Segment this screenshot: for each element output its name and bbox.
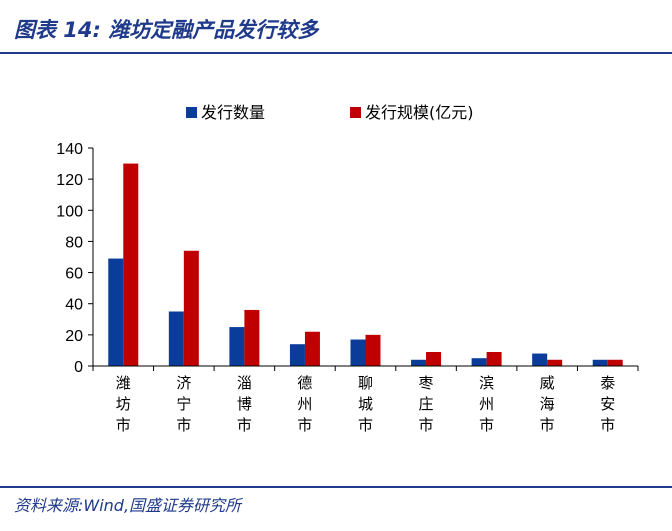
legend-label-发行规模-亿元-: 发行规模(亿元) (365, 103, 474, 122)
legend-swatch-发行规模-亿元- (350, 107, 361, 118)
bar-泰安市-发行规模-亿元- (607, 359, 623, 366)
x-axis: 潍坊市 济宁市 淄博市 德州市 聊城市 枣庄市 滨州市 威海市 泰安市 (92, 365, 639, 434)
bar-济宁市-发行数量 (168, 311, 184, 366)
y-tick-label-60: 60 (65, 266, 83, 283)
bar-济宁市-发行规模-亿元- (183, 250, 199, 366)
bar-滨州市-发行数量 (471, 358, 487, 366)
legend-label-发行数量: 发行数量 (201, 103, 265, 122)
y-tick-label-100: 100 (56, 203, 83, 220)
bar-潍坊市-发行规模-亿元- (123, 163, 139, 366)
bottom-rule (0, 486, 672, 488)
x-tick-label-枣庄市: 枣庄市 (419, 374, 434, 434)
x-tick-label-聊城市: 聊城市 (358, 374, 373, 434)
figure-title: 图表 14: 潍坊定融产品发行较多 (14, 18, 319, 42)
y-tick-label-80: 80 (65, 234, 83, 251)
y-tick-label-140: 140 (56, 141, 83, 158)
x-tick-label-威海市: 威海市 (540, 374, 555, 434)
top-rule (0, 52, 672, 54)
x-tick-label-滨州市: 滨州市 (479, 374, 494, 434)
bar-淄博市-发行数量 (229, 327, 245, 366)
bar-聊城市-发行数量 (350, 339, 366, 366)
y-tick-label-20: 20 (65, 328, 83, 345)
y-tick-label-40: 40 (65, 297, 83, 314)
x-tick-label-济宁市: 济宁市 (176, 374, 191, 434)
x-tick-label-潍坊市: 潍坊市 (116, 374, 131, 434)
bars (108, 163, 623, 366)
bar-德州市-发行数量 (289, 344, 305, 366)
bar-chart: 发行数量 发行规模(亿元) 0 20 40 60 80 100 120 140 潍坊市 济宁市 淄博… (56, 103, 639, 434)
bar-滨州市-发行规模-亿元- (486, 351, 502, 366)
bar-淄博市-发行规模-亿元- (244, 309, 260, 366)
y-axis: 0 20 40 60 80 100 120 140 (56, 141, 94, 376)
bar-威海市-发行规模-亿元- (547, 359, 563, 366)
y-tick-label-0: 0 (74, 359, 83, 376)
bar-潍坊市-发行数量 (108, 258, 124, 366)
legend: 发行数量 发行规模(亿元) (186, 103, 474, 122)
bar-德州市-发行规模-亿元- (304, 331, 320, 366)
bar-枣庄市-发行规模-亿元- (426, 351, 442, 366)
bar-泰安市-发行数量 (592, 359, 608, 366)
bar-聊城市-发行规模-亿元- (365, 334, 381, 366)
bar-威海市-发行数量 (532, 353, 548, 366)
bar-枣庄市-发行数量 (411, 359, 427, 366)
x-tick-label-德州市: 德州市 (297, 374, 312, 434)
y-tick-label-120: 120 (56, 172, 83, 189)
figure-source: 资料来源:Wind,国盛证券研究所 (14, 496, 242, 515)
legend-swatch-发行数量 (186, 107, 197, 118)
x-tick-label-淄博市: 淄博市 (237, 374, 252, 434)
x-tick-label-泰安市: 泰安市 (600, 374, 615, 434)
